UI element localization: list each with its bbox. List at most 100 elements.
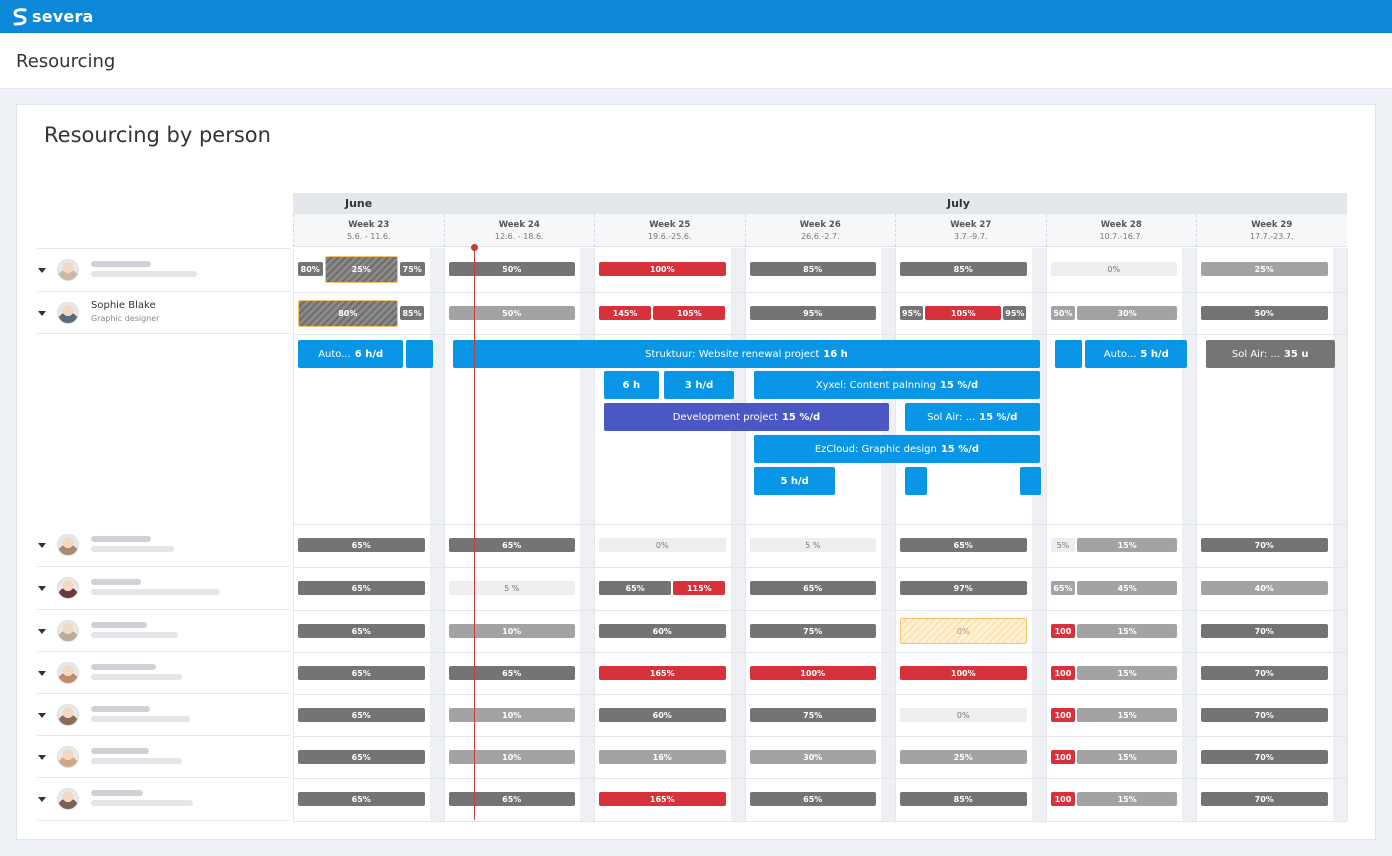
person-row[interactable]	[37, 610, 290, 652]
allocation-bar[interactable]: 65%	[298, 581, 425, 595]
avatar[interactable]	[57, 746, 79, 768]
week-header[interactable]: Week 24 12.6. - 18.6.	[443, 214, 595, 247]
avatar[interactable]	[57, 302, 79, 324]
allocation-bar[interactable]: 65%	[298, 538, 425, 552]
allocation-bar[interactable]: 30%	[749, 750, 876, 764]
project-bar[interactable]	[1055, 340, 1083, 368]
expand-caret-icon[interactable]	[38, 629, 46, 634]
allocation-bar[interactable]: 165%	[599, 792, 726, 806]
allocation-bar[interactable]: 95%	[1003, 306, 1027, 320]
avatar[interactable]	[57, 577, 79, 599]
allocation-bar[interactable]: 100%	[900, 666, 1027, 680]
project-bar[interactable]: Auto... 5 h/d	[1085, 340, 1188, 368]
allocation-bar[interactable]: 60%	[599, 624, 726, 638]
allocation-bar[interactable]: 70%	[1201, 708, 1328, 722]
week-header[interactable]: Week 28 10.7.-16.7.	[1045, 214, 1197, 247]
allocation-bar[interactable]: 70%	[1201, 666, 1328, 680]
allocation-bar[interactable]: 145%	[599, 306, 652, 320]
allocation-bar[interactable]: 5 %	[749, 538, 876, 552]
allocation-bar[interactable]: 70%	[1201, 792, 1328, 806]
allocation-bar[interactable]: 10%	[448, 624, 575, 638]
severa-logo[interactable]: severa	[12, 7, 94, 26]
person-row[interactable]	[37, 567, 290, 610]
allocation-bar[interactable]: 85%	[399, 306, 425, 320]
allocation-bar[interactable]: 70%	[1201, 624, 1328, 638]
allocation-bar[interactable]: 0%	[900, 618, 1027, 644]
project-bar[interactable]: Auto... 6 h/d	[298, 340, 404, 368]
allocation-bar[interactable]: 0%	[1050, 262, 1177, 276]
project-bar[interactable]	[406, 340, 434, 368]
allocation-bar[interactable]: 100	[1050, 792, 1076, 806]
project-bar[interactable]: EzCloud: Graphic design 15 %/d	[754, 435, 1040, 463]
allocation-bar[interactable]: 85%	[900, 792, 1027, 806]
project-bar[interactable]: Xyxel: Content palnning 15 %/d	[754, 371, 1040, 399]
allocation-bar[interactable]: 5 %	[448, 581, 575, 595]
allocation-bar[interactable]: 65%	[749, 792, 876, 806]
allocation-bar[interactable]: 65%	[298, 666, 425, 680]
allocation-bar[interactable]: 115%	[673, 581, 726, 595]
allocation-bar[interactable]: 16%	[599, 750, 726, 764]
allocation-bar[interactable]: 50%	[448, 262, 575, 276]
allocation-bar[interactable]: 65%	[1050, 581, 1076, 595]
expand-caret-icon[interactable]	[38, 671, 46, 676]
allocation-bar[interactable]: 80%	[298, 300, 398, 327]
avatar[interactable]	[57, 788, 79, 810]
allocation-bar[interactable]: 0%	[599, 538, 726, 552]
allocation-bar[interactable]: 85%	[749, 262, 876, 276]
allocation-bar[interactable]: 25%	[1201, 262, 1328, 276]
project-bar[interactable]	[1020, 467, 1042, 495]
project-bar[interactable]: Sol Air: ... 15 %/d	[904, 403, 1040, 431]
project-bar[interactable]	[904, 467, 928, 495]
expand-caret-icon[interactable]	[38, 797, 46, 802]
project-bar[interactable]: 5 h/d	[754, 467, 836, 495]
allocation-bar[interactable]: 100%	[749, 666, 876, 680]
allocation-bar[interactable]: 65%	[448, 792, 575, 806]
allocation-bar[interactable]: 0%	[900, 708, 1027, 722]
allocation-bar[interactable]: 105%	[925, 306, 1002, 320]
allocation-bar[interactable]: 15%	[1077, 708, 1177, 722]
allocation-bar[interactable]: 10%	[448, 750, 575, 764]
allocation-bar[interactable]: 40%	[1201, 581, 1328, 595]
week-header[interactable]: Week 25 19.6.-25.6.	[594, 214, 745, 247]
week-header[interactable]: Week 23 5.6. - 11.6.	[293, 214, 444, 247]
person-row[interactable]	[37, 524, 290, 567]
allocation-bar[interactable]: 30%	[1077, 306, 1177, 320]
avatar[interactable]	[57, 704, 79, 726]
project-bar[interactable]: 6 h	[603, 371, 660, 399]
allocation-bar[interactable]: 100%	[599, 262, 726, 276]
allocation-bar[interactable]: 75%	[400, 262, 425, 276]
allocation-bar[interactable]: 65%	[448, 666, 575, 680]
avatar[interactable]	[57, 662, 79, 684]
project-bar[interactable]: Development project 15 %/d	[603, 403, 890, 431]
person-row[interactable]	[37, 652, 290, 694]
week-header[interactable]: Week 29 17.7.-23.7.	[1196, 214, 1347, 247]
allocation-bar[interactable]: 100	[1050, 708, 1076, 722]
allocation-bar[interactable]: 97%	[900, 581, 1027, 595]
avatar[interactable]	[57, 620, 79, 642]
allocation-bar[interactable]: 100	[1050, 666, 1076, 680]
allocation-bar[interactable]: 85%	[900, 262, 1027, 276]
allocation-bar[interactable]: 65%	[900, 538, 1027, 552]
week-header[interactable]: Week 26 26.6.-2.7.	[744, 214, 896, 247]
avatar[interactable]	[57, 534, 79, 556]
allocation-bar[interactable]: 25%	[324, 256, 398, 283]
person-row[interactable]: Sophie Blake Graphic designer	[37, 292, 290, 334]
allocation-bar[interactable]: 15%	[1077, 666, 1177, 680]
allocation-bar[interactable]: 65%	[749, 581, 876, 595]
avatar[interactable]	[57, 259, 79, 281]
allocation-bar[interactable]: 100	[1050, 750, 1076, 764]
expand-caret-icon[interactable]	[38, 311, 46, 316]
allocation-bar[interactable]: 65%	[298, 708, 425, 722]
allocation-bar[interactable]: 75%	[749, 624, 876, 638]
project-bar[interactable]: Sol Air: ... 35 u	[1205, 340, 1335, 368]
allocation-bar[interactable]: 65%	[298, 750, 425, 764]
allocation-bar[interactable]: 80%	[298, 262, 323, 276]
allocation-bar[interactable]: 165%	[599, 666, 726, 680]
allocation-bar[interactable]: 70%	[1201, 538, 1328, 552]
allocation-bar[interactable]: 65%	[298, 624, 425, 638]
allocation-bar[interactable]: 5%	[1050, 538, 1076, 552]
allocation-bar[interactable]: 65%	[599, 581, 672, 595]
allocation-bar[interactable]: 50%	[448, 306, 575, 320]
allocation-bar[interactable]: 15%	[1077, 538, 1177, 552]
allocation-bar[interactable]: 95%	[900, 306, 924, 320]
